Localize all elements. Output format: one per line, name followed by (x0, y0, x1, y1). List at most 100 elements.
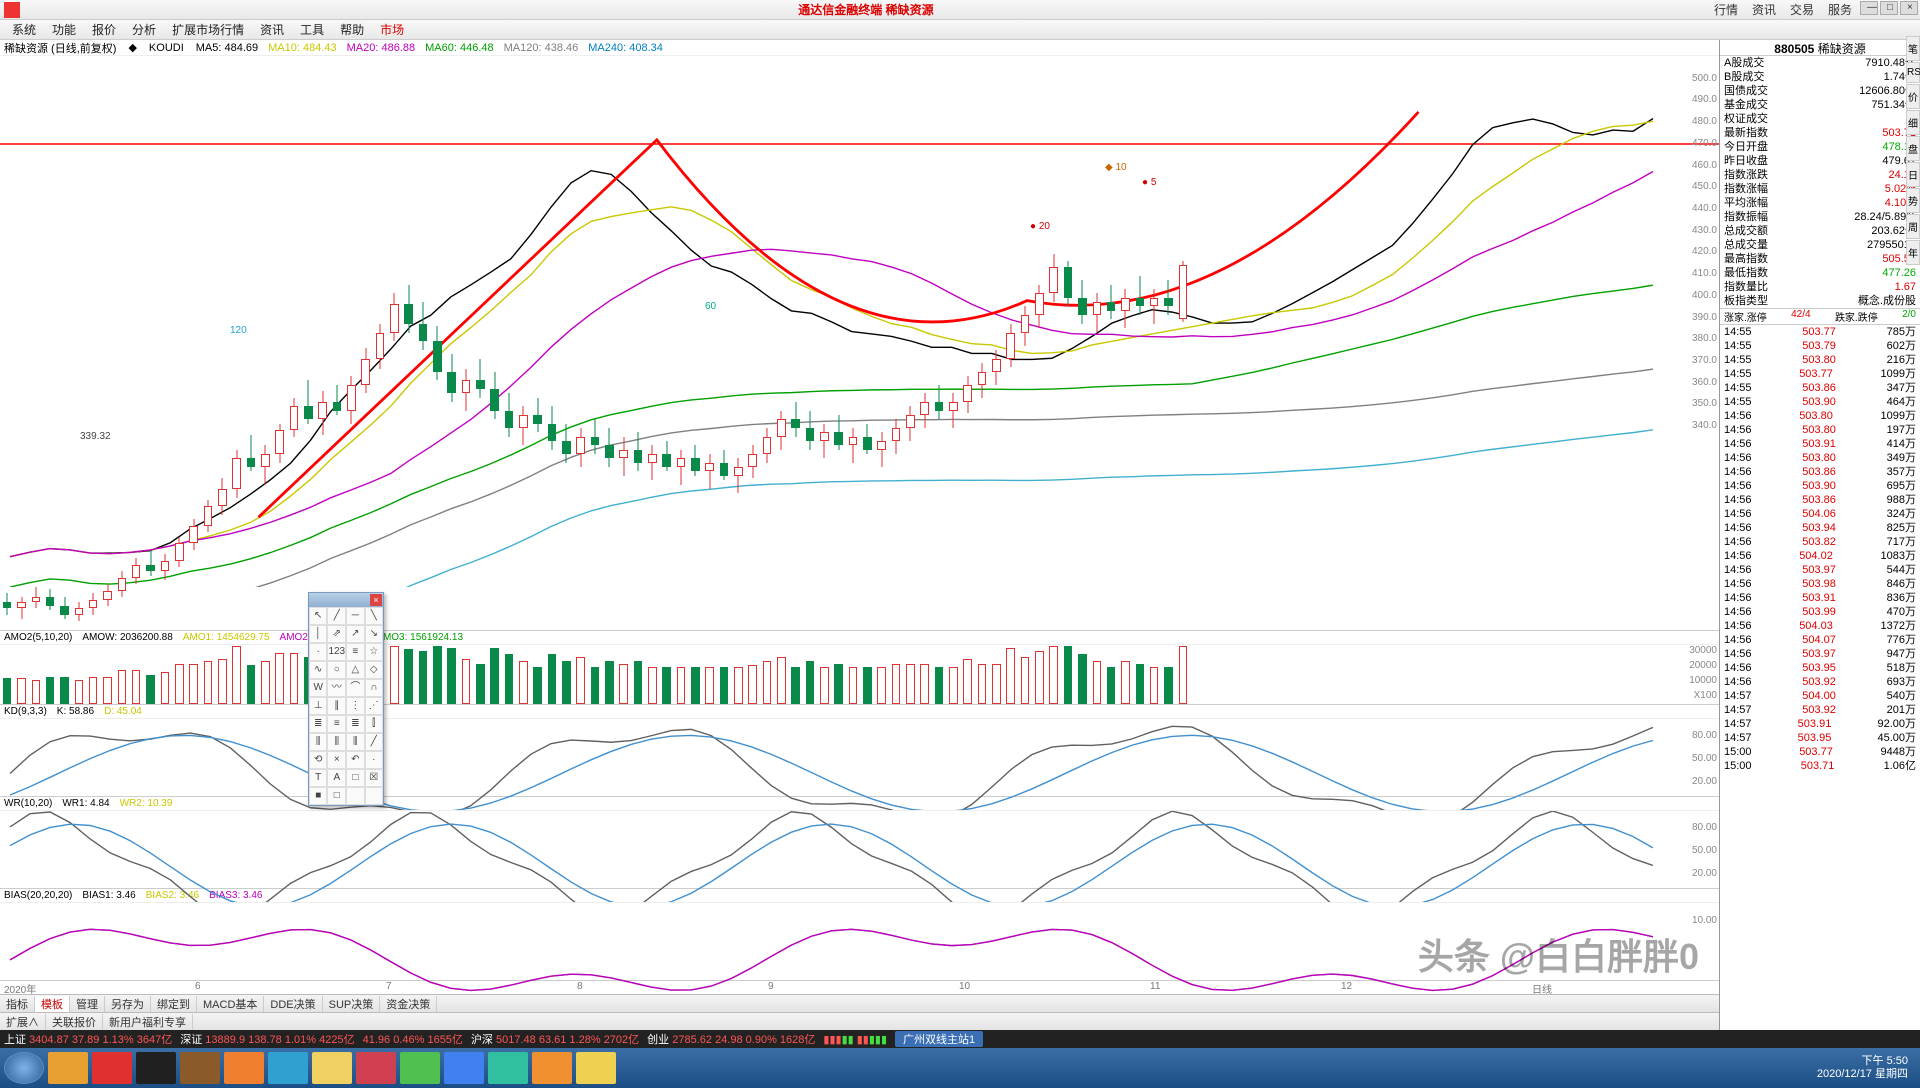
taskbar-app-icon[interactable] (180, 1052, 220, 1084)
menu-item[interactable]: 扩展市场行情 (164, 21, 252, 38)
side-vtab[interactable]: 盘 (1906, 136, 1920, 161)
draw-tool-icon[interactable]: ╱ (327, 607, 346, 625)
draw-tool-icon[interactable]: ⊥ (309, 697, 327, 715)
side-vtab[interactable]: 年 (1906, 240, 1920, 265)
draw-tool-icon[interactable]: ⫿ (365, 715, 383, 733)
menu-item[interactable]: 报价 (84, 21, 124, 38)
draw-tool-icon[interactable]: △ (346, 661, 364, 679)
draw-tool-icon[interactable]: ⇗ (327, 625, 346, 643)
titlebar-link[interactable]: 服务 (1822, 1, 1858, 18)
draw-tool-icon[interactable]: ∥ (327, 697, 346, 715)
draw-tool-icon[interactable]: ■ (309, 787, 327, 805)
wr-chart[interactable]: 80.0050.0020.00 (0, 810, 1719, 888)
side-vtab[interactable]: 日 (1906, 162, 1920, 187)
minimize-button[interactable]: — (1860, 1, 1878, 15)
menu-item[interactable]: 工具 (292, 21, 332, 38)
draw-tool-icon[interactable]: □ (327, 787, 346, 805)
side-vtab[interactable]: 势 (1906, 188, 1920, 213)
draw-tool-icon[interactable]: □ (346, 769, 364, 787)
draw-tool-icon[interactable]: ⌒ (346, 679, 364, 697)
titlebar-link[interactable]: 行情 (1708, 1, 1744, 18)
draw-tool-icon[interactable]: · (365, 751, 383, 769)
side-vtab[interactable]: RSI (1906, 62, 1920, 83)
draw-tool-icon[interactable] (365, 787, 383, 805)
side-vtab[interactable]: 细 (1906, 110, 1920, 135)
limit-row: 涨家.涨停 42/4 跌家.跌停 2/0 (1720, 308, 1920, 325)
draw-tool-icon[interactable]: ≡ (327, 715, 346, 733)
draw-tool-icon[interactable]: ↗ (346, 625, 364, 643)
taskbar-app-icon[interactable] (400, 1052, 440, 1084)
tab-item[interactable]: 关联报价 (46, 1014, 103, 1030)
menu-item-hot[interactable]: 市场 (372, 21, 412, 38)
taskbar-app-icon[interactable] (48, 1052, 88, 1084)
menu-item[interactable]: 分析 (124, 21, 164, 38)
draw-tool-icon[interactable]: ↶ (346, 751, 364, 769)
taskbar-app-icon[interactable] (356, 1052, 396, 1084)
menu-item[interactable]: 资讯 (252, 21, 292, 38)
draw-tool-icon[interactable]: 123 (327, 643, 346, 661)
palette-close-icon[interactable]: × (370, 594, 382, 606)
draw-tool-icon[interactable]: 〰 (327, 679, 346, 697)
maximize-button[interactable]: □ (1880, 1, 1898, 15)
draw-tool-icon[interactable]: W (309, 679, 327, 697)
menu-item[interactable]: 帮助 (332, 21, 372, 38)
draw-tool-icon[interactable]: ╱ (365, 733, 383, 751)
draw-tool-icon[interactable]: │ (309, 625, 327, 643)
bias-chart[interactable]: 10.00 (0, 902, 1719, 980)
draw-tool-icon[interactable]: T (309, 769, 327, 787)
draw-tool-icon[interactable]: ≡ (346, 643, 364, 661)
menu-item[interactable]: 系统 (4, 21, 44, 38)
titlebar-link[interactable]: 交易 (1784, 1, 1820, 18)
connection-status[interactable]: 广州双线主站1 (895, 1031, 983, 1047)
draw-tool-icon[interactable]: ⫼ (327, 733, 346, 751)
draw-tool-icon[interactable]: · (309, 643, 327, 661)
side-vtab[interactable]: 笔 (1906, 36, 1920, 61)
taskbar-clock[interactable]: 下午 5:50 2020/12/17 星期四 (1817, 1055, 1916, 1081)
draw-tool-icon[interactable]: ◇ (365, 661, 383, 679)
draw-tool-icon[interactable]: ○ (327, 661, 346, 679)
draw-tool-icon[interactable]: ⟲ (309, 751, 327, 769)
draw-tool-icon[interactable]: ⋮ (346, 697, 364, 715)
draw-tool-icon[interactable]: ╲ (365, 607, 383, 625)
kd-chart[interactable]: 80.0050.0020.00 (0, 718, 1719, 796)
menu-item[interactable]: 功能 (44, 21, 84, 38)
titlebar-link[interactable]: 资讯 (1746, 1, 1782, 18)
draw-tool-icon[interactable]: ⋰ (365, 697, 383, 715)
taskbar-app-icon[interactable] (224, 1052, 264, 1084)
draw-tool-icon[interactable]: ∿ (309, 661, 327, 679)
draw-tool-icon[interactable]: ⫼ (309, 733, 327, 751)
side-row: 总成交量27955017 (1720, 238, 1920, 252)
draw-tool-icon[interactable]: ≣ (346, 715, 364, 733)
start-button[interactable] (4, 1052, 44, 1084)
drawing-tools-palette[interactable]: × ↖╱─╲│⇗↗↘·123≡☆∿○△◇W〰⌒∩⊥∥⋮⋰≣≡≣⫿⫼⫼⫼╱⟲×↶·… (308, 592, 384, 806)
draw-tool-icon[interactable] (346, 787, 364, 805)
draw-tool-icon[interactable]: × (327, 751, 346, 769)
taskbar-app-icon[interactable] (92, 1052, 132, 1084)
taskbar-app-icon[interactable] (488, 1052, 528, 1084)
amo-chart[interactable]: 300002000010000X100 (0, 644, 1719, 704)
draw-tool-icon[interactable]: ☆ (365, 643, 383, 661)
draw-tool-icon[interactable]: ↖ (309, 607, 327, 625)
draw-tool-icon[interactable]: A (327, 769, 346, 787)
taskbar-app-icon[interactable] (268, 1052, 308, 1084)
close-button[interactable]: × (1900, 1, 1918, 15)
taskbar-app-icon[interactable] (136, 1052, 176, 1084)
taskbar-app-icon[interactable] (532, 1052, 572, 1084)
taskbar-app-icon[interactable] (576, 1052, 616, 1084)
taskbar-app-icon[interactable] (312, 1052, 352, 1084)
taskbar-app-icon[interactable] (444, 1052, 484, 1084)
tab-item[interactable]: 新用户福利专享 (103, 1014, 193, 1030)
price-chart[interactable]: 340.0350.0360.0370.0380.0390.0400.0410.0… (0, 56, 1719, 630)
palette-header[interactable]: × (309, 593, 383, 607)
draw-tool-icon[interactable]: ∩ (365, 679, 383, 697)
side-vtab[interactable]: 周 (1906, 214, 1920, 239)
tab-item[interactable]: 扩展∧ (0, 1014, 46, 1030)
stock-name: 稀缺资源 (日线,前复权) (4, 40, 116, 56)
draw-tool-icon[interactable]: ─ (346, 607, 364, 625)
tick-list[interactable]: 14:55503.77785万14:55503.79602万14:55503.8… (1720, 325, 1920, 1030)
side-vtab[interactable]: 价 (1906, 84, 1920, 109)
draw-tool-icon[interactable]: ☒ (365, 769, 383, 787)
draw-tool-icon[interactable]: ≣ (309, 715, 327, 733)
draw-tool-icon[interactable]: ⫼ (346, 733, 364, 751)
draw-tool-icon[interactable]: ↘ (365, 625, 383, 643)
